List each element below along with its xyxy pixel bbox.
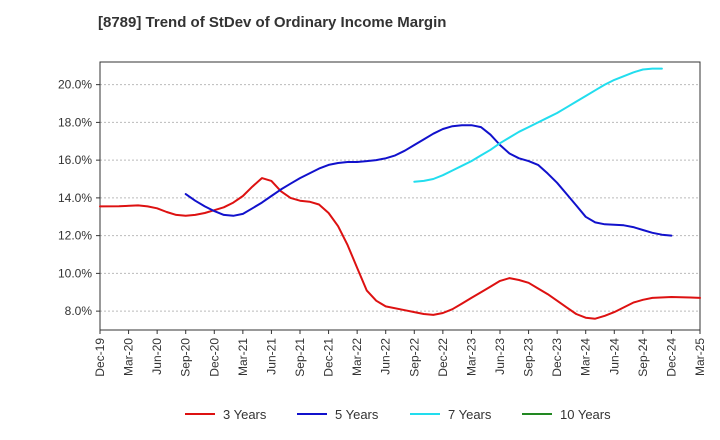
series-line-7-years (413, 67, 663, 183)
x-axis: Dec-19 Mar-20 Jun-20 Sep-20 Dec-20 Mar-21 Jun-… (93, 330, 707, 377)
x-tick-label: Sep-22 (407, 338, 421, 377)
chart-title: [8789] Trend of StDev of Ordinary Income… (98, 14, 447, 31)
y-tick-label: 16.0% (58, 153, 92, 167)
x-tick-label: Sep-24 (636, 338, 650, 377)
x-tick-label: Sep-21 (293, 338, 307, 377)
x-tick-label: Dec-19 (93, 338, 107, 377)
y-tick-label: 14.0% (58, 191, 92, 205)
x-tick-label: Jun-24 (607, 338, 621, 375)
x-tick-label: Mar-25 (693, 338, 707, 376)
series-line-5-years (184, 124, 673, 237)
x-tick-label: Dec-23 (550, 338, 564, 377)
x-tick-label: Dec-24 (664, 338, 678, 377)
x-tick-label: Mar-24 (579, 338, 593, 376)
legend: 3 Years 5 Years 7 Years 10 Years (185, 407, 611, 422)
x-tick-label: Sep-20 (179, 338, 193, 377)
y-tick-label: 8.0% (65, 304, 93, 318)
legend-label-10-years: 10 Years (560, 407, 611, 422)
x-tick-label: Mar-22 (350, 338, 364, 376)
grid-lines (100, 84, 700, 312)
x-tick-label: Dec-20 (207, 338, 221, 377)
x-tick-label: Jun-21 (264, 338, 278, 375)
legend-label-7-years: 7 Years (448, 407, 492, 422)
y-axis: 8.0% 10.0% 12.0% 14.0% 16.0% 18.0% 20.0% (58, 78, 100, 318)
y-tick-label: 18.0% (58, 115, 92, 129)
y-tick-label: 12.0% (58, 229, 92, 243)
plot-area (99, 61, 701, 331)
x-tick-label: Jun-22 (379, 338, 393, 375)
x-tick-label: Mar-21 (236, 338, 250, 376)
x-tick-label: Jun-23 (493, 338, 507, 375)
x-tick-label: Jun-20 (150, 338, 164, 375)
x-tick-label: Dec-21 (322, 338, 336, 377)
x-tick-label: Mar-23 (464, 338, 478, 376)
legend-label-3-years: 3 Years (223, 407, 267, 422)
series-line-3-years (99, 177, 701, 320)
legend-label-5-years: 5 Years (335, 407, 379, 422)
x-tick-label: Mar-20 (122, 338, 136, 376)
x-tick-label: Dec-22 (436, 338, 450, 377)
x-tick-label: Sep-23 (522, 338, 536, 377)
y-tick-label: 10.0% (58, 266, 92, 280)
series-lines (99, 67, 701, 320)
y-tick-label: 20.0% (58, 78, 92, 92)
